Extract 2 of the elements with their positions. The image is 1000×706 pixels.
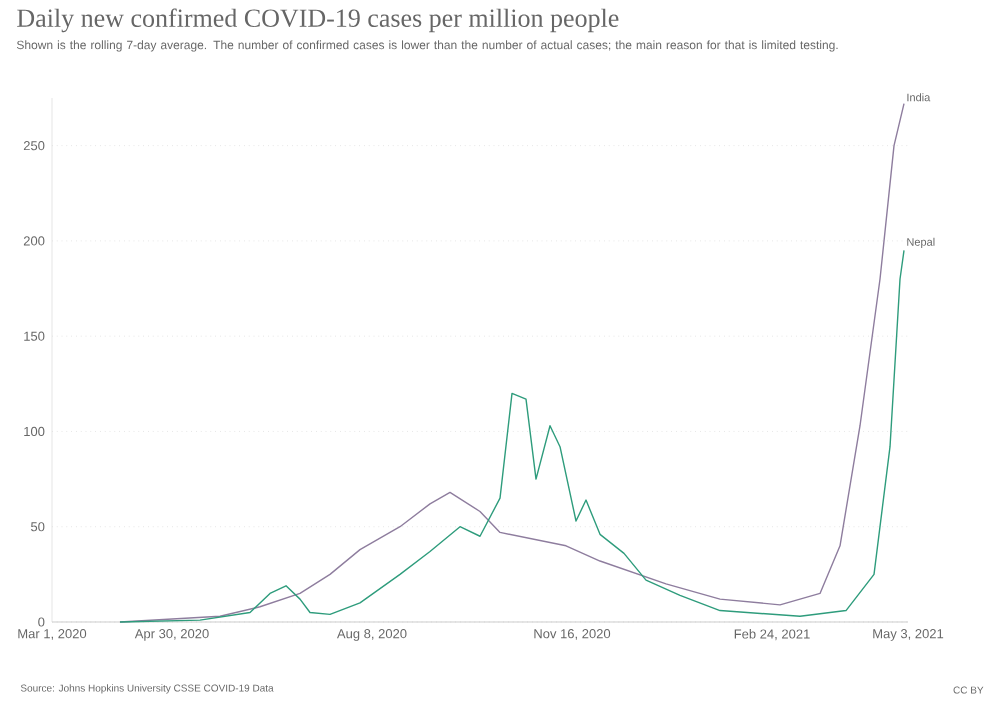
chart-title: Daily new confirmed COVID-19 cases per million people <box>17 8 619 33</box>
line-series <box>119 249 905 623</box>
